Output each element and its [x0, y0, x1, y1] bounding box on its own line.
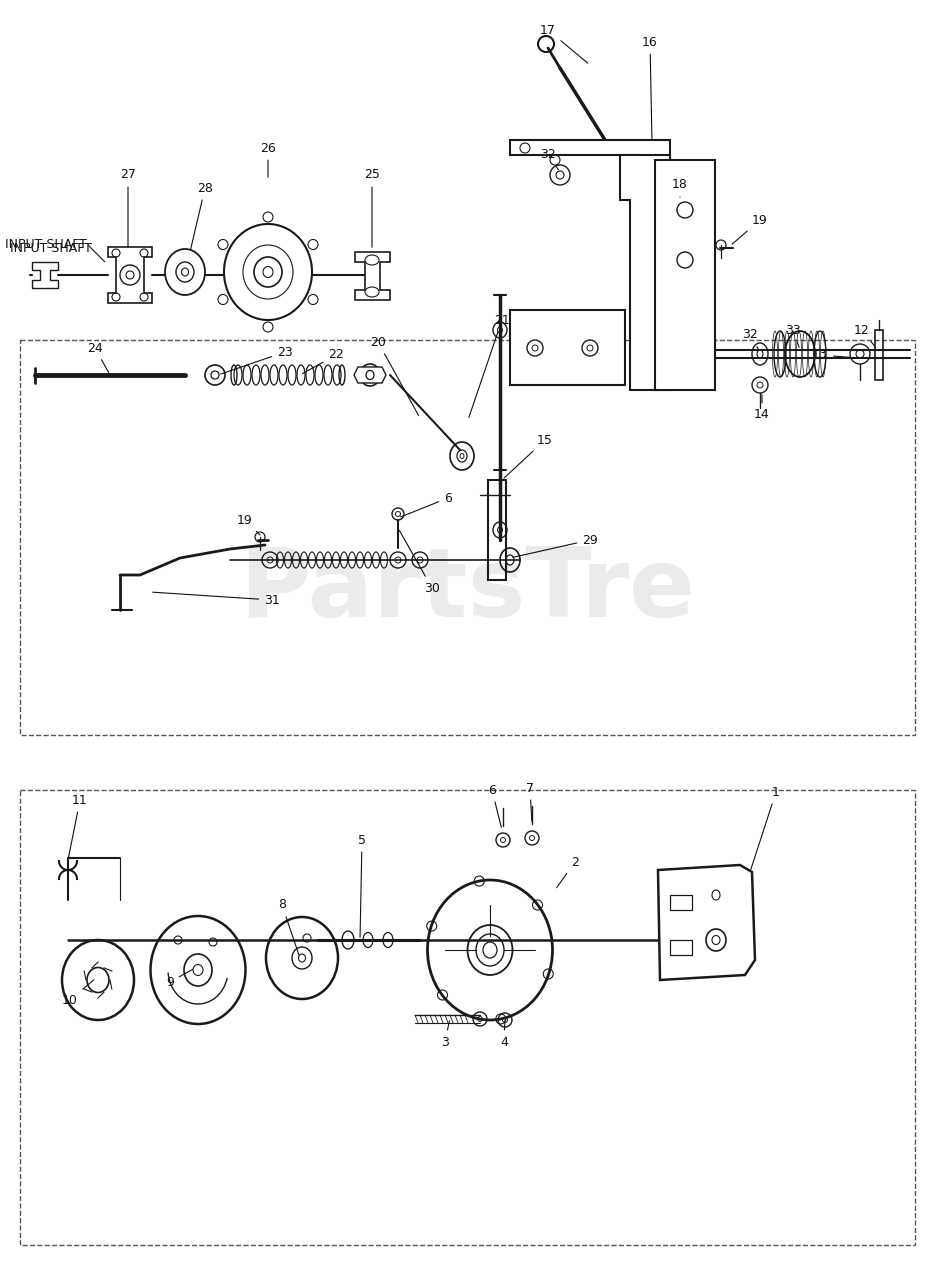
- Text: 12: 12: [854, 324, 874, 346]
- Text: 7: 7: [526, 782, 534, 822]
- Text: 19: 19: [237, 513, 260, 535]
- Text: 17: 17: [540, 23, 587, 63]
- Polygon shape: [655, 160, 715, 390]
- Bar: [488, 480, 506, 580]
- Text: 20: 20: [370, 335, 418, 416]
- Text: 26: 26: [261, 142, 276, 177]
- Text: 14: 14: [754, 394, 770, 421]
- Text: 19: 19: [732, 214, 768, 244]
- Text: 9: 9: [166, 969, 192, 988]
- Text: 25: 25: [364, 169, 380, 247]
- Polygon shape: [32, 262, 58, 288]
- Text: PartsTre: PartsTre: [239, 544, 695, 636]
- Text: 15: 15: [504, 434, 553, 479]
- Text: 32: 32: [743, 329, 758, 349]
- Text: 13: 13: [813, 348, 856, 361]
- Text: 21: 21: [469, 314, 510, 417]
- Polygon shape: [510, 310, 625, 385]
- Text: 24: 24: [87, 342, 108, 372]
- Text: 5: 5: [358, 833, 366, 937]
- Text: 23: 23: [220, 346, 293, 374]
- Polygon shape: [355, 252, 390, 300]
- Text: 2: 2: [557, 855, 579, 888]
- Text: 1: 1: [751, 786, 780, 869]
- Text: 4: 4: [500, 1020, 508, 1048]
- Polygon shape: [354, 367, 386, 383]
- Text: 11: 11: [68, 794, 88, 858]
- Text: 33: 33: [785, 324, 800, 347]
- Bar: [20, 340, 915, 735]
- Text: 6: 6: [401, 492, 452, 517]
- Bar: [875, 330, 883, 380]
- Polygon shape: [620, 155, 670, 390]
- Text: 30: 30: [400, 530, 440, 594]
- Text: 28: 28: [191, 182, 213, 250]
- Text: 31: 31: [153, 593, 280, 607]
- Bar: [20, 790, 915, 1245]
- Polygon shape: [658, 865, 755, 980]
- Text: 27: 27: [120, 169, 136, 247]
- Text: 3: 3: [441, 1020, 449, 1048]
- Text: 16: 16: [643, 36, 658, 140]
- Text: 8: 8: [278, 899, 299, 955]
- Text: 22: 22: [303, 348, 344, 374]
- Text: 6: 6: [488, 783, 502, 827]
- Polygon shape: [108, 247, 152, 303]
- Text: INPUT SHAFT: INPUT SHAFT: [10, 242, 92, 255]
- Bar: [670, 895, 692, 910]
- Bar: [670, 940, 692, 955]
- Text: 10: 10: [62, 979, 94, 1006]
- Text: 32: 32: [540, 148, 559, 170]
- Polygon shape: [510, 140, 670, 175]
- Text: 18: 18: [672, 178, 688, 197]
- Text: 29: 29: [513, 534, 598, 557]
- Text: INPUT SHAFT: INPUT SHAFT: [5, 238, 87, 251]
